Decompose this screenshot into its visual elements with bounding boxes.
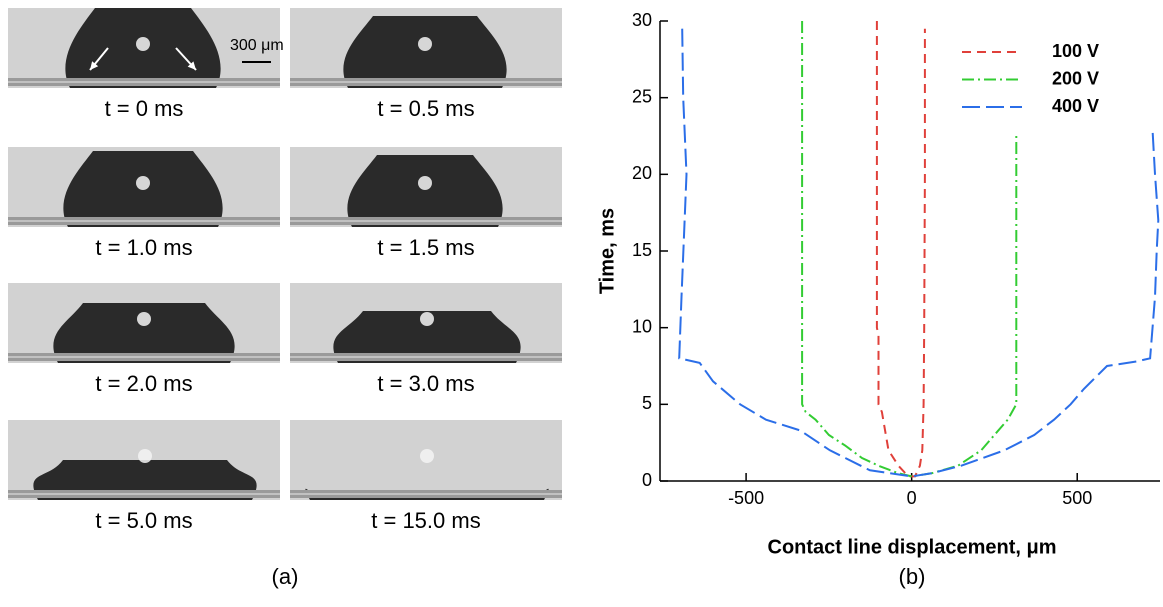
x-tick-label: 0: [907, 488, 917, 508]
y-tick-label: 25: [632, 86, 652, 106]
y-tick-label: 5: [642, 393, 652, 413]
frame-label: t = 3.0 ms: [377, 371, 474, 396]
frame-label: t = 0.5 ms: [377, 96, 474, 121]
y-axis-title: Time, ms: [596, 208, 618, 294]
droplet: [347, 155, 503, 227]
frame-label: t = 2.0 ms: [95, 371, 192, 396]
frame-label: t = 1.0 ms: [95, 235, 192, 260]
frame-label: t = 5.0 ms: [95, 508, 192, 533]
x-axis-title: Contact line displacement, μm: [768, 536, 1057, 558]
glint: [420, 449, 434, 463]
arrow-head: [187, 61, 196, 70]
frame-label: t = 15.0 ms: [371, 508, 480, 533]
glint: [138, 449, 152, 463]
legend-label: 400 V: [1052, 96, 1099, 116]
glint: [418, 37, 432, 51]
y-tick-label: 20: [632, 163, 652, 183]
legend-label: 100 V: [1052, 41, 1099, 61]
y-tick-label: 30: [632, 10, 652, 30]
series-line: [875, 21, 926, 478]
caption-a: (a): [272, 564, 299, 589]
panel-a: t = 0 ms t = 0.5 ms t = 1.0 ms t = 1.5 ms t …: [8, 8, 562, 533]
glint: [420, 312, 434, 326]
y-tick-label: 10: [632, 316, 652, 336]
x-tick-label: 500: [1062, 488, 1092, 508]
y-tick-label: 0: [642, 470, 652, 490]
frame-label: t = 0 ms: [105, 96, 184, 121]
y-tick-label: 15: [632, 240, 652, 260]
caption-b: (b): [899, 564, 926, 589]
droplet: [333, 311, 521, 363]
legend-label: 200 V: [1052, 68, 1099, 88]
frame-label: t = 1.5 ms: [377, 235, 474, 260]
droplet: [53, 303, 235, 363]
glint: [137, 312, 151, 326]
glint: [418, 176, 432, 190]
arrow-head: [90, 61, 99, 70]
glint: [136, 176, 150, 190]
series-line: [678, 28, 1160, 478]
scale-bar-label: 300 μm: [230, 37, 284, 54]
droplet: [343, 16, 507, 88]
series-line: [801, 21, 1018, 478]
x-tick-label: -500: [728, 488, 764, 508]
glint: [136, 37, 150, 51]
